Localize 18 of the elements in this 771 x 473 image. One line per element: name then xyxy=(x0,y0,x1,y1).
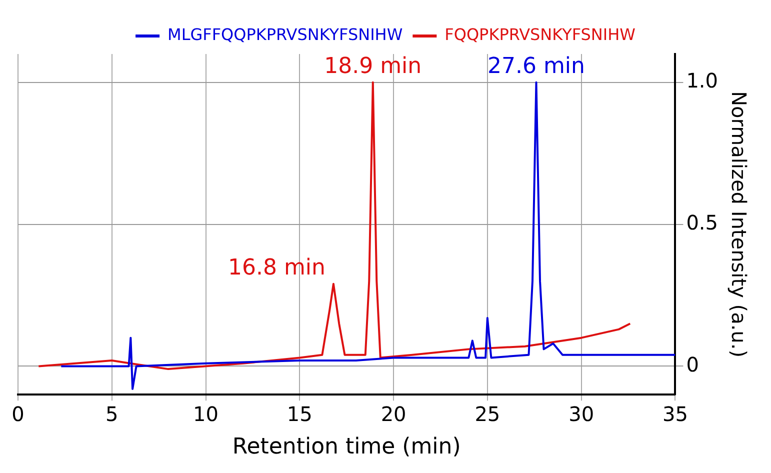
x-tick-label: 5 xyxy=(106,402,118,426)
x-axis-title: Retention time (min) xyxy=(232,434,461,460)
y-tick-label: 0 xyxy=(686,352,699,376)
annotation: 18.9 min xyxy=(324,54,422,80)
x-tick-label: 10 xyxy=(193,402,218,426)
y-tick-label: 0.5 xyxy=(686,210,718,235)
x-tick-label: 35 xyxy=(662,402,688,426)
annotation: 16.8 min xyxy=(228,256,326,281)
annotation: 27.6 min xyxy=(488,54,585,80)
y-axis-title: Normalized Intensity (a.u.) xyxy=(726,91,751,358)
x-tick-label: 25 xyxy=(474,402,500,426)
legend-label: FQQPKPRVSNKYFSNIHW xyxy=(444,25,636,44)
x-tick-label: 20 xyxy=(380,402,406,426)
legend-label: MLGFFQQPKPRVSNKYFSNIHW xyxy=(168,25,403,44)
x-tick-label: 30 xyxy=(568,402,594,426)
x-tick-label: 15 xyxy=(286,402,312,426)
y-tick-label: 1.0 xyxy=(686,68,718,93)
x-tick-label: 0 xyxy=(12,402,24,426)
